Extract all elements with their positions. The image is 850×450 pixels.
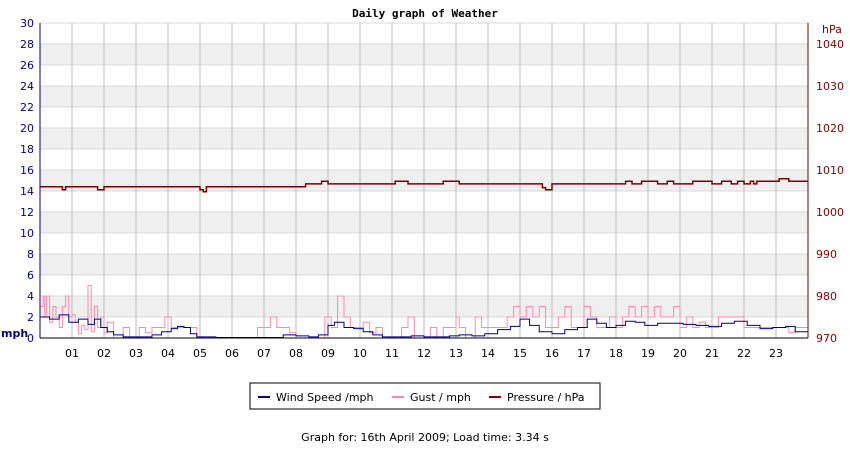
right-tick-label: 1000 (816, 206, 844, 219)
x-tick-label: 15 (513, 347, 527, 360)
left-tick-label: 18 (20, 143, 34, 156)
legend-items: Wind Speed /mph Gust / mph Pressure / hPa (258, 391, 585, 404)
x-tick-label: 21 (705, 347, 719, 360)
left-tick-label: 22 (20, 101, 34, 114)
left-tick-label: 8 (27, 248, 34, 261)
left-tick-label: 12 (20, 206, 34, 219)
left-tick-label: 2 (27, 311, 34, 324)
right-tick-label: 980 (816, 290, 837, 303)
x-tick-label: 01 (65, 347, 79, 360)
left-tick-label: 20 (20, 122, 34, 135)
x-tick-label: 07 (257, 347, 271, 360)
legend-box (249, 382, 601, 410)
x-tick-label: 20 (673, 347, 687, 360)
x-tick-label: 17 (577, 347, 591, 360)
left-tick-label: 30 (20, 17, 34, 30)
series-line-wind-speed-mph (40, 314, 809, 338)
axes-layer (39, 23, 809, 339)
series-layer (40, 178, 809, 339)
chart-title: Daily graph of Weather (352, 7, 498, 20)
series-line-gust-mph (40, 285, 808, 339)
left-axis-unit-label: mph (1, 327, 28, 340)
x-axis-tick-labels: 01 02 03 04 05 06 07 08 09 10 11 12 13 14 15 16 17 18 19 20… (65, 347, 783, 360)
x-tick-label: 10 (353, 347, 367, 360)
footer-caption: Graph for: 16th April 2009; Load time: 3… (301, 431, 549, 444)
right-tick-label: 970 (816, 332, 837, 345)
series-line-pressure-hpa (40, 178, 808, 193)
left-tick-label: 10 (20, 227, 34, 240)
x-tick-label: 02 (97, 347, 111, 360)
left-tick-label: 14 (20, 185, 34, 198)
x-tick-label: 22 (737, 347, 751, 360)
x-tick-label: 05 (193, 347, 207, 360)
right-tick-label: 1020 (816, 122, 844, 135)
right-tick-label: 1030 (816, 80, 844, 93)
x-tick-label: 04 (161, 347, 175, 360)
x-tick-label: 12 (417, 347, 431, 360)
right-tick-label: 1040 (816, 38, 844, 51)
x-tick-label: 19 (641, 347, 655, 360)
x-tick-label: 11 (385, 347, 399, 360)
left-tick-label: 0 (27, 332, 34, 345)
vertical-gridlines (71, 23, 777, 338)
legend-label: Wind Speed /mph (276, 391, 374, 404)
x-tick-label: 16 (545, 347, 559, 360)
x-tick-label: 18 (609, 347, 623, 360)
x-tick-label: 08 (289, 347, 303, 360)
x-tick-label: 06 (225, 347, 239, 360)
right-axis-tick-labels: 970 980 990 1000 1010 1020 1030 1040 (816, 38, 844, 345)
left-tick-label: 16 (20, 164, 34, 177)
x-tick-label: 13 (449, 347, 463, 360)
x-tick-label: 03 (129, 347, 143, 360)
x-tick-label: 23 (769, 347, 783, 360)
legend-label: Pressure / hPa (507, 391, 585, 404)
legend-label: Gust / mph (410, 391, 471, 404)
right-tick-label: 1010 (816, 164, 844, 177)
legend: Wind Speed /mph Gust / mph Pressure / hPa (249, 382, 601, 410)
left-tick-label: 4 (27, 290, 34, 303)
right-tick-label: 990 (816, 248, 837, 261)
right-axis-unit-label: hPa (822, 23, 842, 36)
x-tick-label: 09 (321, 347, 335, 360)
x-tick-label: 14 (481, 347, 495, 360)
left-tick-label: 6 (27, 269, 34, 282)
left-tick-label: 28 (20, 38, 34, 51)
left-tick-label: 24 (20, 80, 34, 93)
left-tick-label: 26 (20, 59, 34, 72)
